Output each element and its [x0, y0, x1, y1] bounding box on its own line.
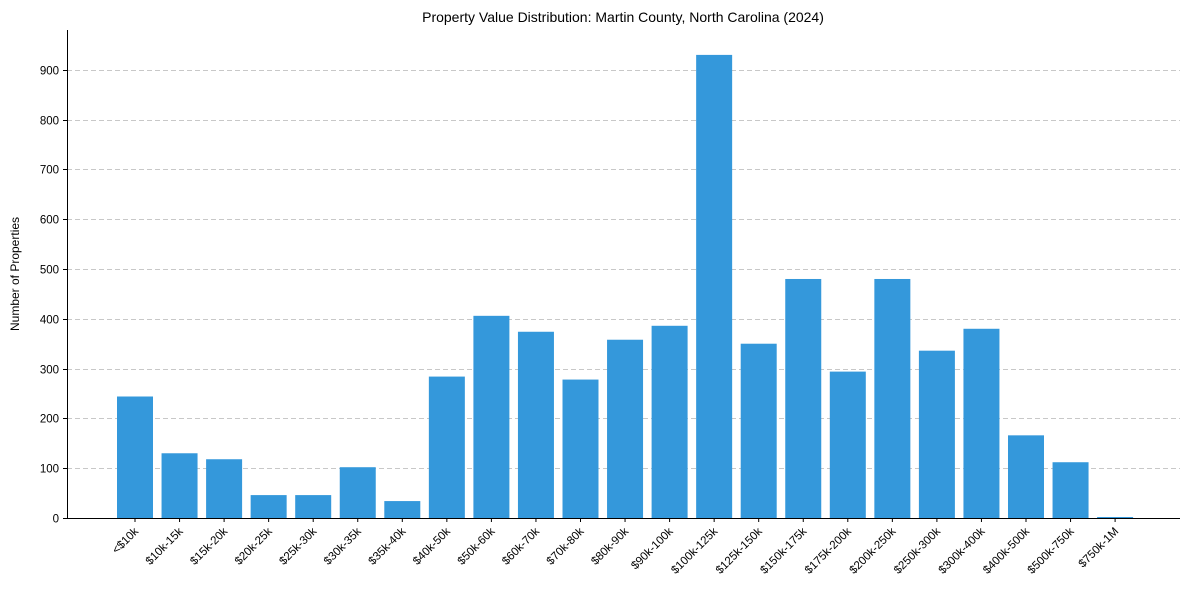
- y-tick-label: 900: [40, 66, 59, 78]
- bar: [607, 339, 644, 518]
- bar: [562, 379, 599, 518]
- x-tick-label: $750k-1M: [1077, 526, 1122, 571]
- bar: [740, 343, 777, 518]
- x-tick-label: $200k-250k: [847, 525, 898, 576]
- x-tick-label: $20k-25k: [233, 525, 275, 567]
- bar: [117, 396, 153, 518]
- x-tick-label: $50k-60k: [456, 525, 498, 567]
- y-tick-label: 200: [40, 414, 59, 426]
- bar: [295, 495, 332, 518]
- y-tick-label: 700: [40, 165, 59, 177]
- y-tick-label: 300: [40, 365, 59, 377]
- y-tick-label: 0: [53, 514, 59, 526]
- x-tick-label: $40k-50k: [411, 525, 453, 567]
- bar: [918, 350, 955, 518]
- bar: [829, 371, 866, 518]
- bar: [384, 501, 421, 518]
- x-tick-label: $100k-125k: [669, 525, 720, 576]
- x-tick-label: $175k-200k: [803, 525, 854, 576]
- y-tick-label: 600: [40, 215, 59, 227]
- y-axis-label: Number of Properties: [8, 217, 22, 331]
- y-tick-label: 800: [40, 116, 59, 128]
- y-axis-ticks: 0 100 200 300 400 500 600 700 800 900: [40, 66, 67, 526]
- x-tick-label: $25k-30k: [277, 525, 319, 567]
- bar: [1008, 435, 1044, 518]
- bar: [339, 467, 376, 518]
- x-tick-label: $500k-750k: [1026, 525, 1077, 576]
- x-tick-label: $125k-150k: [714, 525, 765, 576]
- x-tick-label: $10k-15k: [144, 525, 186, 567]
- bar: [161, 453, 198, 518]
- y-tick-label: 400: [40, 315, 59, 327]
- bars: [117, 54, 1134, 519]
- bar: [874, 278, 911, 518]
- x-tick-label: $30k-35k: [322, 525, 364, 567]
- x-tick-label: $400k-500k: [981, 525, 1032, 576]
- bar: [473, 315, 510, 518]
- bar: [963, 328, 1000, 518]
- bar: [1052, 462, 1089, 518]
- x-tick-label: $250k-300k: [892, 525, 943, 576]
- chart-title: Property Value Distribution: Martin Coun…: [422, 9, 824, 25]
- bar: [651, 325, 688, 518]
- x-tick-label: $70k-80k: [545, 525, 587, 567]
- x-tick-label: $15k-20k: [188, 525, 230, 567]
- x-tick-label: $80k-90k: [589, 525, 631, 567]
- bar: [206, 459, 243, 518]
- y-tick-label: 100: [40, 464, 59, 476]
- bar: [250, 495, 287, 518]
- x-axis-ticks: <$10k $10k-15k $15k-20k $20k-25k $25k-30k $30…: [110, 518, 1121, 577]
- x-tick-label: $90k-100k: [629, 525, 676, 572]
- x-tick-label: <$10k: [110, 525, 141, 556]
- bar: [428, 376, 465, 518]
- y-tick-label: 500: [40, 265, 59, 277]
- bar: [517, 331, 554, 518]
- x-tick-label: $35k-40k: [366, 525, 408, 567]
- bar: [785, 278, 822, 518]
- x-tick-label: $150k-175k: [758, 525, 809, 576]
- bar: [696, 54, 733, 519]
- x-tick-label: $300k-400k: [937, 525, 988, 576]
- x-tick-label: $60k-70k: [500, 525, 542, 567]
- bar: [1097, 517, 1134, 518]
